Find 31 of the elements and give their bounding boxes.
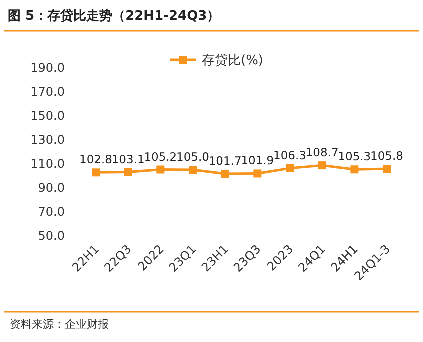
y-tick-label: 150.0 [30,109,65,124]
point [189,166,197,174]
chart-title: 图 5：存贷比走势（22H1-24Q3） [8,8,220,24]
y-tick-label: 130.0 [30,133,65,148]
y-tick-label: 190.0 [30,61,65,76]
data-label: 102.8 [80,152,112,167]
data-label: 101.9 [241,154,274,168]
point [124,168,132,176]
data-label: 101.7 [208,154,242,168]
data-label: 106.3 [274,148,306,162]
y-tick-label: 110.0 [30,157,65,172]
data-label: 105.2 [144,150,178,164]
point [254,170,262,178]
point [318,162,326,170]
point [92,168,100,177]
legend-label: 存贷比(%) [202,54,264,69]
y-tick-label: 70.0 [38,205,65,220]
y-tick-label: 170.0 [30,85,65,100]
point [350,166,359,174]
y-tick-label: 90.0 [38,181,65,196]
point [383,165,391,174]
data-label: 105.3 [338,150,372,164]
data-label: 103.1 [112,152,145,166]
point [156,166,165,174]
data-label: 105.8 [370,149,404,164]
point [286,164,294,172]
point [221,170,230,178]
y-tick-label: 50.0 [38,229,65,244]
text: 资料来源：企业财报 [10,318,109,331]
data-label: 105.0 [176,150,210,164]
data-label: 108.7 [306,146,339,160]
